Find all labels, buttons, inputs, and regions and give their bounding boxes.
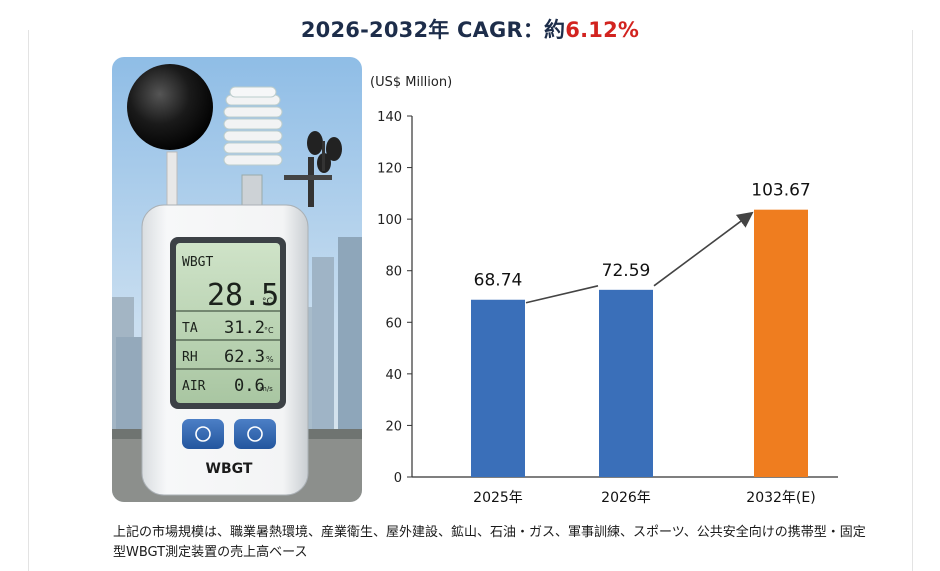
market-size-bar-chart: (US$ Million) 0 20 40 60 80 100 120 140 68.74 202…: [370, 75, 838, 506]
wbgt-device-photo: WBGT 28.5 °C TA 31.2 °C RH 62.3 % AIR 0.…: [112, 57, 362, 502]
bar-value-label: 68.74: [474, 271, 523, 291]
trend-line-segment: [525, 285, 599, 304]
lcd-air-unit: m/s: [260, 385, 273, 393]
lcd-main-unit: °C: [262, 297, 273, 307]
humidity-shield: [223, 86, 283, 210]
title-main: 2026-2032年 CAGR：約: [300, 18, 566, 42]
left-divider: [28, 30, 29, 571]
bar-value-label: 72.59: [602, 261, 651, 281]
lcd-rh-value: 62.3: [224, 347, 265, 367]
lcd-rh-label: RH: [182, 350, 198, 365]
device-left-button: [182, 419, 224, 449]
bar-value-label: 103.67: [751, 181, 810, 201]
lcd-rh-unit: %: [266, 355, 274, 364]
x-category-label: 2032年(E): [746, 490, 815, 506]
x-category-label: 2025年: [473, 490, 523, 506]
y-axis-unit-label: (US$ Million): [370, 75, 452, 90]
right-divider: [912, 30, 913, 571]
lcd-air-label: AIR: [182, 379, 206, 394]
bar-1: [471, 299, 525, 477]
device-right-button: [234, 419, 276, 449]
chart-title: 2026-2032年 CAGR：約6.12%: [0, 14, 940, 44]
title-cagr-value: 6.12%: [565, 18, 640, 42]
x-category-label: 2026年: [601, 490, 651, 506]
device-brand-label: WBGT: [206, 461, 253, 477]
lcd-ta-unit: °C: [264, 326, 274, 335]
y-tick-label: 20: [385, 419, 402, 434]
lcd-ta-value: 31.2: [224, 318, 265, 338]
device-body: WBGT 28.5 °C TA 31.2 °C RH 62.3 % AIR 0.…: [141, 204, 309, 496]
y-tick-label: 60: [385, 316, 402, 331]
footnote: 上記の市場規模は、職業暑熱環境、産業衛生、屋外建設、鉱山、石油・ガス、軍事訓練、…: [113, 525, 866, 560]
anemometer: [284, 131, 342, 207]
y-tick-label: 80: [385, 265, 402, 280]
lcd-ta-label: TA: [182, 321, 198, 336]
y-tick-label: 0: [394, 471, 402, 486]
bar-3: [754, 209, 808, 477]
lcd-air-value: 0.6: [234, 376, 265, 396]
y-tick-label: 140: [377, 110, 402, 125]
y-tick-label: 100: [377, 213, 402, 228]
lcd-wbgt-label: WBGT: [182, 255, 213, 270]
y-tick-label: 40: [385, 368, 402, 383]
lcd-main-value: 28.5: [207, 278, 279, 313]
trend-arrow: [653, 211, 754, 287]
bar-2: [599, 289, 653, 477]
y-tick-label: 120: [377, 162, 402, 177]
